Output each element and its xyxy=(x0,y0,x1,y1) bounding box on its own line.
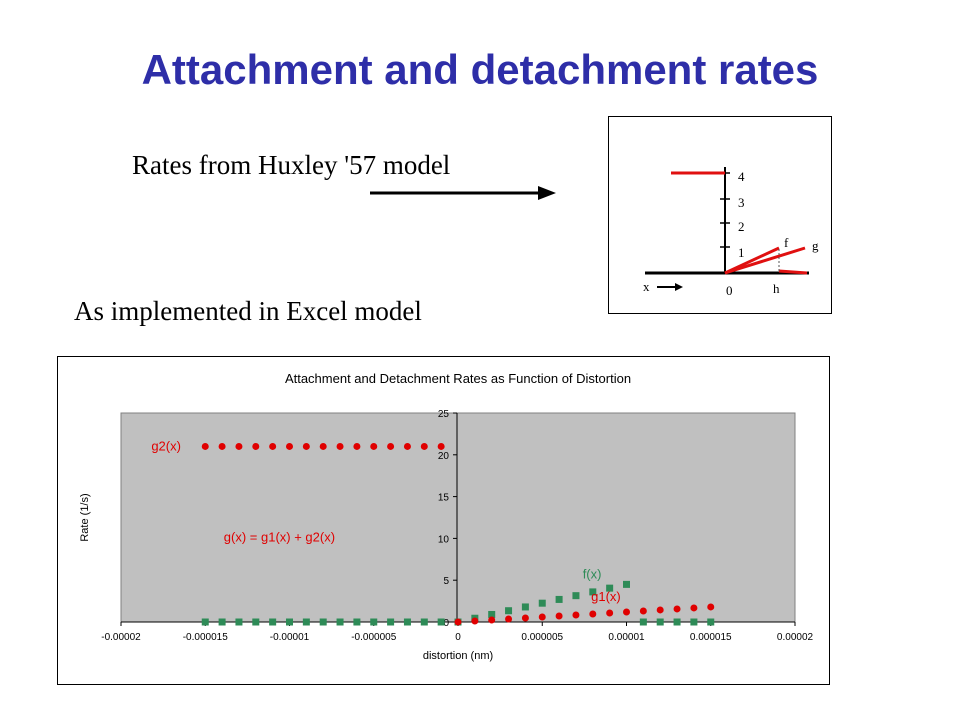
point-g2x xyxy=(387,442,395,450)
plot-area xyxy=(120,412,796,623)
series-annotation: f(x) xyxy=(583,567,602,582)
point-fx xyxy=(286,618,293,626)
point-g1x xyxy=(589,610,597,618)
point-g2x xyxy=(218,442,226,450)
point-g2x xyxy=(302,442,310,450)
chart-title: Attachment and Detachment Rates as Funct… xyxy=(285,371,631,386)
point-g1x xyxy=(538,613,546,621)
point-g1x xyxy=(521,614,529,622)
y-tick-label: 20 xyxy=(438,451,450,462)
inset-tick-1: 1 xyxy=(738,245,745,260)
series-annotation: g2(x) xyxy=(151,439,181,454)
inset-tick-3: 3 xyxy=(738,195,745,210)
point-fx xyxy=(656,618,664,626)
point-fx xyxy=(606,584,614,592)
point-fx xyxy=(387,618,395,626)
x-axis-label: distortion (nm) xyxy=(423,650,493,662)
point-g1x xyxy=(673,605,681,613)
point-g2x xyxy=(319,442,327,450)
inset-tick-4: 4 xyxy=(738,169,745,184)
point-g2x xyxy=(252,442,260,450)
y-axis-label: Rate (1/s) xyxy=(79,493,91,541)
huxley-model-label: Rates from Huxley '57 model xyxy=(132,150,451,180)
point-fx xyxy=(302,618,310,626)
x-tick-label: -0.00002 xyxy=(101,632,141,643)
point-fx xyxy=(639,618,647,626)
x-tick-label: -0.000015 xyxy=(183,632,228,643)
point-g1x xyxy=(639,607,647,615)
series-annotation: g(x) = g1(x) + g2(x) xyxy=(224,530,335,545)
x-tick-label: -0.00001 xyxy=(270,632,310,643)
point-fx xyxy=(420,618,428,626)
series-annotation: g1(x) xyxy=(591,589,621,604)
inset-x-label: x xyxy=(643,279,650,294)
inset-h-label: h xyxy=(773,281,780,296)
inset-g-line xyxy=(724,246,806,275)
point-fx xyxy=(437,618,445,626)
point-fx xyxy=(201,618,209,626)
point-g2x xyxy=(403,442,411,450)
point-g2x xyxy=(235,442,243,450)
point-g2x xyxy=(336,442,344,450)
point-g1x xyxy=(606,609,614,617)
point-g1x xyxy=(471,617,479,625)
point-fx xyxy=(572,592,580,600)
point-g2x xyxy=(437,442,445,450)
point-fx xyxy=(690,618,698,626)
point-fx xyxy=(353,618,361,626)
point-fx xyxy=(623,580,630,588)
slide-title: Attachment and detachment rates xyxy=(141,46,819,93)
point-fx xyxy=(403,618,411,626)
point-g1x xyxy=(572,611,580,619)
point-g2x xyxy=(370,442,378,450)
point-fx xyxy=(589,588,597,596)
point-fx xyxy=(673,618,681,626)
point-fx xyxy=(505,607,513,615)
point-g1x xyxy=(690,604,698,612)
inset-origin-label: 0 xyxy=(726,283,733,298)
point-fx xyxy=(707,618,715,626)
inset-g-label: g xyxy=(812,238,819,253)
excel-model-label: As implemented in Excel model xyxy=(74,296,422,326)
point-fx xyxy=(319,618,327,626)
y-tick-label: 15 xyxy=(438,493,450,504)
y-tick-label: 10 xyxy=(438,534,450,545)
point-fx xyxy=(555,595,563,603)
y-tick-label: 0 xyxy=(443,618,449,629)
point-g1x xyxy=(488,616,496,624)
point-fx xyxy=(252,618,260,626)
x-tick-label: 0.00001 xyxy=(608,632,645,643)
point-fx xyxy=(538,599,546,607)
inset-tick-2: 2 xyxy=(738,219,745,234)
point-g2x xyxy=(201,442,209,450)
point-g1x xyxy=(555,612,563,620)
x-tick-label: 0.000005 xyxy=(521,632,563,643)
pointer-arrow xyxy=(370,178,570,208)
excel-chart: Attachment and Detachment Rates as Funct… xyxy=(57,356,830,685)
point-fx xyxy=(336,618,344,626)
point-g1x xyxy=(707,603,715,611)
point-g2x xyxy=(286,442,293,450)
point-g1x xyxy=(656,606,664,614)
point-g1x xyxy=(505,615,513,623)
x-tick-label: 0 xyxy=(455,632,461,643)
point-g2x xyxy=(420,442,428,450)
point-fx xyxy=(488,610,496,618)
x-tick-label: -0.000005 xyxy=(351,632,396,643)
point-g1x xyxy=(454,618,462,626)
x-tick-label: 0.00002 xyxy=(777,632,814,643)
y-tick-label: 25 xyxy=(438,409,450,420)
point-fx xyxy=(269,618,277,626)
point-fx xyxy=(218,618,226,626)
huxley-inset-diagram: 4 3 2 1 f g 0 h x xyxy=(608,116,832,314)
point-fx xyxy=(235,618,243,626)
point-fx xyxy=(521,603,529,611)
x-tick-label: 0.000015 xyxy=(690,632,732,643)
point-fx xyxy=(370,618,378,626)
point-g2x xyxy=(269,442,277,450)
y-tick-label: 5 xyxy=(443,576,449,587)
point-g1x xyxy=(623,608,630,616)
inset-f-label: f xyxy=(784,235,789,250)
point-g2x xyxy=(353,442,361,450)
